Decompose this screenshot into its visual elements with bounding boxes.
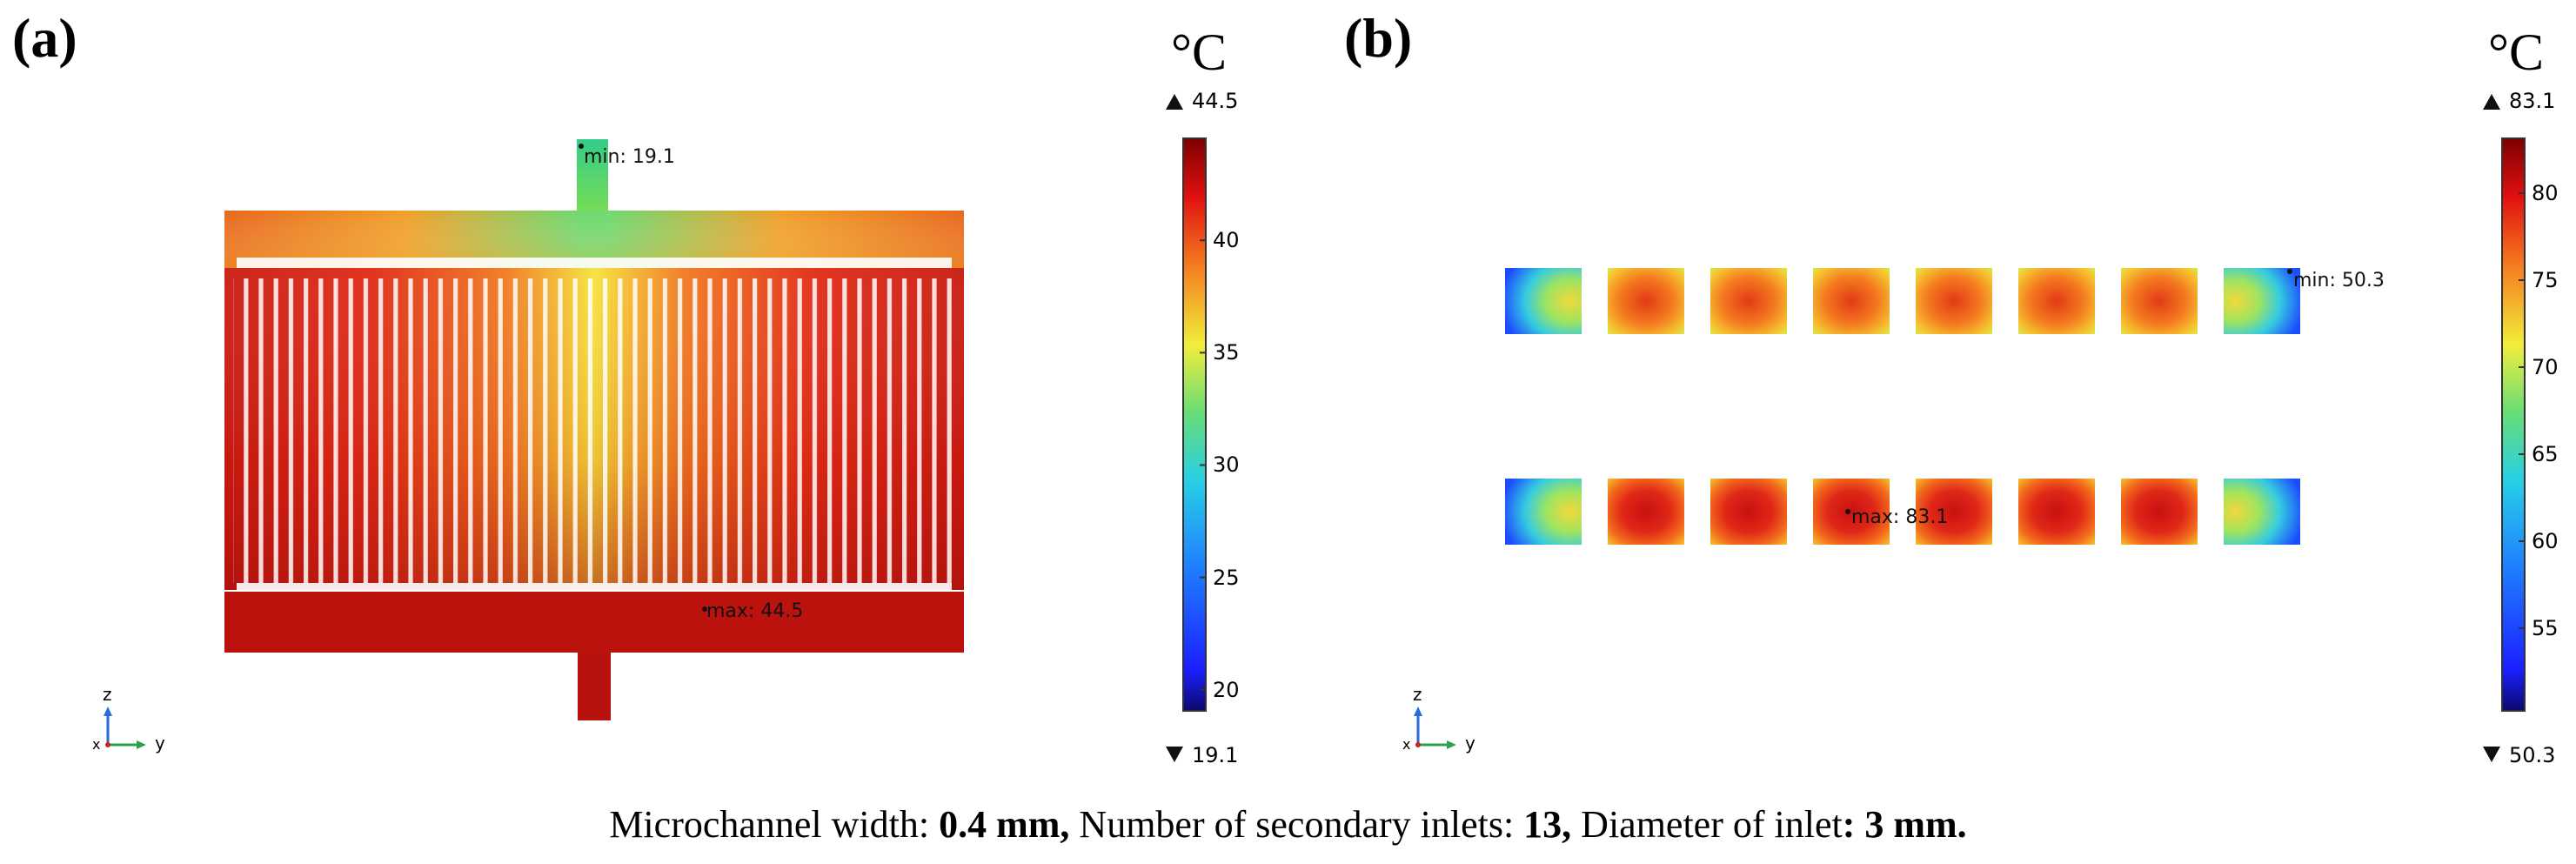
colorbar-b-max-triangle bbox=[2483, 94, 2500, 110]
cell-bottom-1 bbox=[1505, 479, 1582, 545]
panel-b-unit: °C bbox=[2488, 23, 2545, 81]
min-marker-a bbox=[579, 144, 584, 149]
caption-part-1: Microchannel width: bbox=[609, 803, 940, 846]
microchannel-fins bbox=[233, 278, 955, 583]
panel-b-tick-label: 75 bbox=[2532, 268, 2559, 292]
panel-b-tick-label: 55 bbox=[2532, 616, 2559, 640]
colorbar-a-max-triangle bbox=[1166, 94, 1183, 110]
max-marker-b bbox=[1845, 509, 1850, 514]
colorbar-a bbox=[1182, 137, 1207, 712]
cell-bottom-5 bbox=[1916, 479, 1992, 545]
panel-b-tick-label: 60 bbox=[2532, 529, 2559, 553]
panel-b-cells bbox=[1505, 268, 2300, 545]
colorbar-a-max-label: 44.5 bbox=[1192, 89, 1239, 113]
outlet-row bbox=[237, 583, 952, 593]
colorbar-b-gradient bbox=[2503, 139, 2524, 710]
caption-part-3: Diameter of inlet bbox=[1571, 803, 1843, 846]
colorbar-b-min-triangle bbox=[2483, 747, 2500, 762]
axis-triad-a bbox=[104, 707, 146, 749]
axis-b-y-label: y bbox=[1465, 733, 1475, 753]
panel-a-tick-label: 25 bbox=[1213, 565, 1240, 590]
cell-top-7 bbox=[2121, 268, 2198, 334]
max-marker-a bbox=[702, 606, 707, 612]
min-annotation-a: min: 19.1 bbox=[584, 146, 675, 168]
colorbar-a-min-label: 19.1 bbox=[1192, 743, 1239, 767]
colorbar-b-max-label: 83.1 bbox=[2509, 89, 2556, 113]
min-annotation-b: min: 50.3 bbox=[2293, 270, 2385, 291]
colorbar-b bbox=[2501, 137, 2526, 712]
cell-bottom-8 bbox=[2224, 479, 2300, 545]
axis-a-x-label: x bbox=[92, 736, 101, 753]
caption-part-2: Number of secondary inlets: bbox=[1069, 803, 1524, 846]
cell-bottom-2 bbox=[1608, 479, 1684, 545]
cell-bottom-4 bbox=[1813, 479, 1890, 545]
panel-a-label: (a) bbox=[12, 7, 77, 69]
max-annotation-b: max: 83.1 bbox=[1851, 506, 1949, 528]
inlet-pipe bbox=[577, 139, 608, 212]
cell-top-4 bbox=[1813, 268, 1890, 334]
cell-top-8 bbox=[2224, 268, 2300, 334]
cell-top-6 bbox=[2018, 268, 2095, 334]
axis-b-z-label: z bbox=[1413, 684, 1422, 705]
cell-bottom-3 bbox=[1710, 479, 1787, 545]
cell-top-3 bbox=[1710, 268, 1787, 334]
panel-b-tick-label: 65 bbox=[2532, 442, 2559, 466]
axis-a-y-label: y bbox=[155, 733, 165, 753]
panel-b-tick-label: 70 bbox=[2532, 355, 2559, 379]
panel-a-tick-label: 40 bbox=[1213, 228, 1240, 253]
caption-bold-3: : 3 mm. bbox=[1842, 803, 1967, 846]
colorbar-a-tick-marks bbox=[1200, 239, 1205, 691]
caption-bold-2: 13, bbox=[1523, 803, 1572, 846]
colorbar-b-tick-marks bbox=[2519, 192, 2524, 629]
min-marker-b bbox=[2287, 269, 2292, 274]
bottom-manifold bbox=[224, 592, 964, 653]
colorbar-a-min-triangle bbox=[1166, 747, 1183, 762]
colorbar-b-min-label: 50.3 bbox=[2509, 743, 2556, 767]
panel-b-label: (b) bbox=[1344, 7, 1413, 69]
colorbar-a-gradient bbox=[1184, 139, 1205, 710]
axis-a-z-label: z bbox=[103, 684, 112, 705]
caption-bold-1: 0.4 mm, bbox=[939, 803, 1070, 846]
cell-bottom-7 bbox=[2121, 479, 2198, 545]
cell-top-5 bbox=[1916, 268, 1992, 334]
panel-a-unit: °C bbox=[1171, 23, 1228, 81]
figure-caption: Microchannel width: 0.4 mm, Number of se… bbox=[0, 802, 2576, 848]
cell-bottom-6 bbox=[2018, 479, 2095, 545]
panel-a-tick-label: 20 bbox=[1213, 677, 1240, 702]
outlet-pipe bbox=[578, 653, 611, 720]
cell-top-1 bbox=[1505, 268, 1582, 334]
cell-top-2 bbox=[1608, 268, 1684, 334]
axis-b-x-label: x bbox=[1402, 736, 1411, 753]
panel-b-tick-label: 80 bbox=[2532, 181, 2559, 205]
axis-triad-b bbox=[1414, 707, 1456, 749]
max-annotation-a: max: 44.5 bbox=[706, 600, 804, 622]
panel-a-tick-label: 35 bbox=[1213, 340, 1240, 365]
panel-a-tick-label: 30 bbox=[1213, 452, 1240, 478]
